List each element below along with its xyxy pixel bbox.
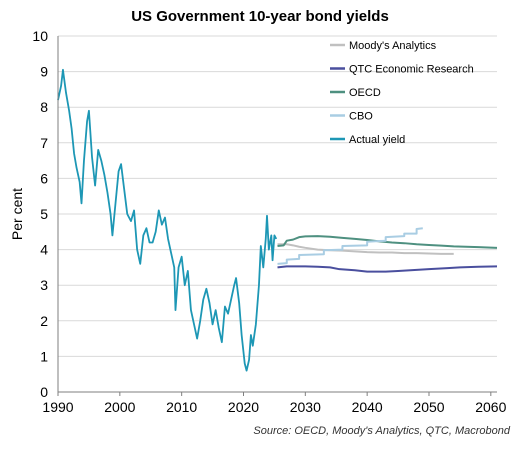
x-tick-label: 2050 — [413, 399, 444, 415]
x-tick-label: 2020 — [228, 399, 259, 415]
y-tick-label: 4 — [40, 242, 48, 258]
x-tick-label: 1990 — [42, 399, 73, 415]
y-axis-label: Per cent — [9, 188, 25, 240]
series-line-qtc-economic-research — [277, 265, 498, 273]
x-tick-label: 2010 — [166, 399, 197, 415]
y-tick-label: 7 — [40, 135, 48, 151]
y-tick-label: 5 — [40, 206, 48, 222]
series-line-oecd — [277, 235, 498, 249]
legend-label-actual-yield: Actual yield — [349, 134, 405, 146]
y-tick-label: 6 — [40, 170, 48, 186]
legend-label-cbo: CBO — [349, 111, 373, 123]
x-tick-label: 2040 — [352, 399, 383, 415]
legend-label-moody-s-analytics: Moody's Analytics — [349, 40, 437, 52]
x-tick-label: 2030 — [290, 399, 321, 415]
y-tick-label: 1 — [40, 348, 48, 364]
series-line-moody-s-analytics — [277, 243, 454, 255]
x-tick-label: 2000 — [104, 399, 135, 415]
chart-title: US Government 10-year bond yields — [131, 8, 389, 25]
legend: Moody's Analytics QTC Economic Research OE… — [330, 40, 474, 146]
axes: 0 1 2 3 4 5 6 7 8 9 10 1990 2000 2010 2020 2030 2040 2050… — [32, 28, 506, 415]
legend-label-qtc-economic-research: QTC Economic Research — [349, 64, 474, 76]
series-lines — [57, 68, 498, 372]
y-tick-label: 2 — [40, 313, 48, 329]
x-tick-label: 2060 — [475, 399, 506, 415]
y-tick-label: 9 — [40, 64, 48, 80]
y-tick-label: 10 — [32, 28, 48, 44]
chart-source: Source: OECD, Moody's Analytics, QTC, Ma… — [253, 425, 510, 437]
y-tick-label: 0 — [40, 384, 48, 400]
gridlines — [58, 35, 497, 393]
y-tick-label: 3 — [40, 277, 48, 293]
y-tick-label: 8 — [40, 99, 48, 115]
legend-label-oecd: OECD — [349, 87, 381, 99]
series-line-actual-yield — [57, 68, 278, 372]
series-line-cbo — [277, 227, 423, 265]
